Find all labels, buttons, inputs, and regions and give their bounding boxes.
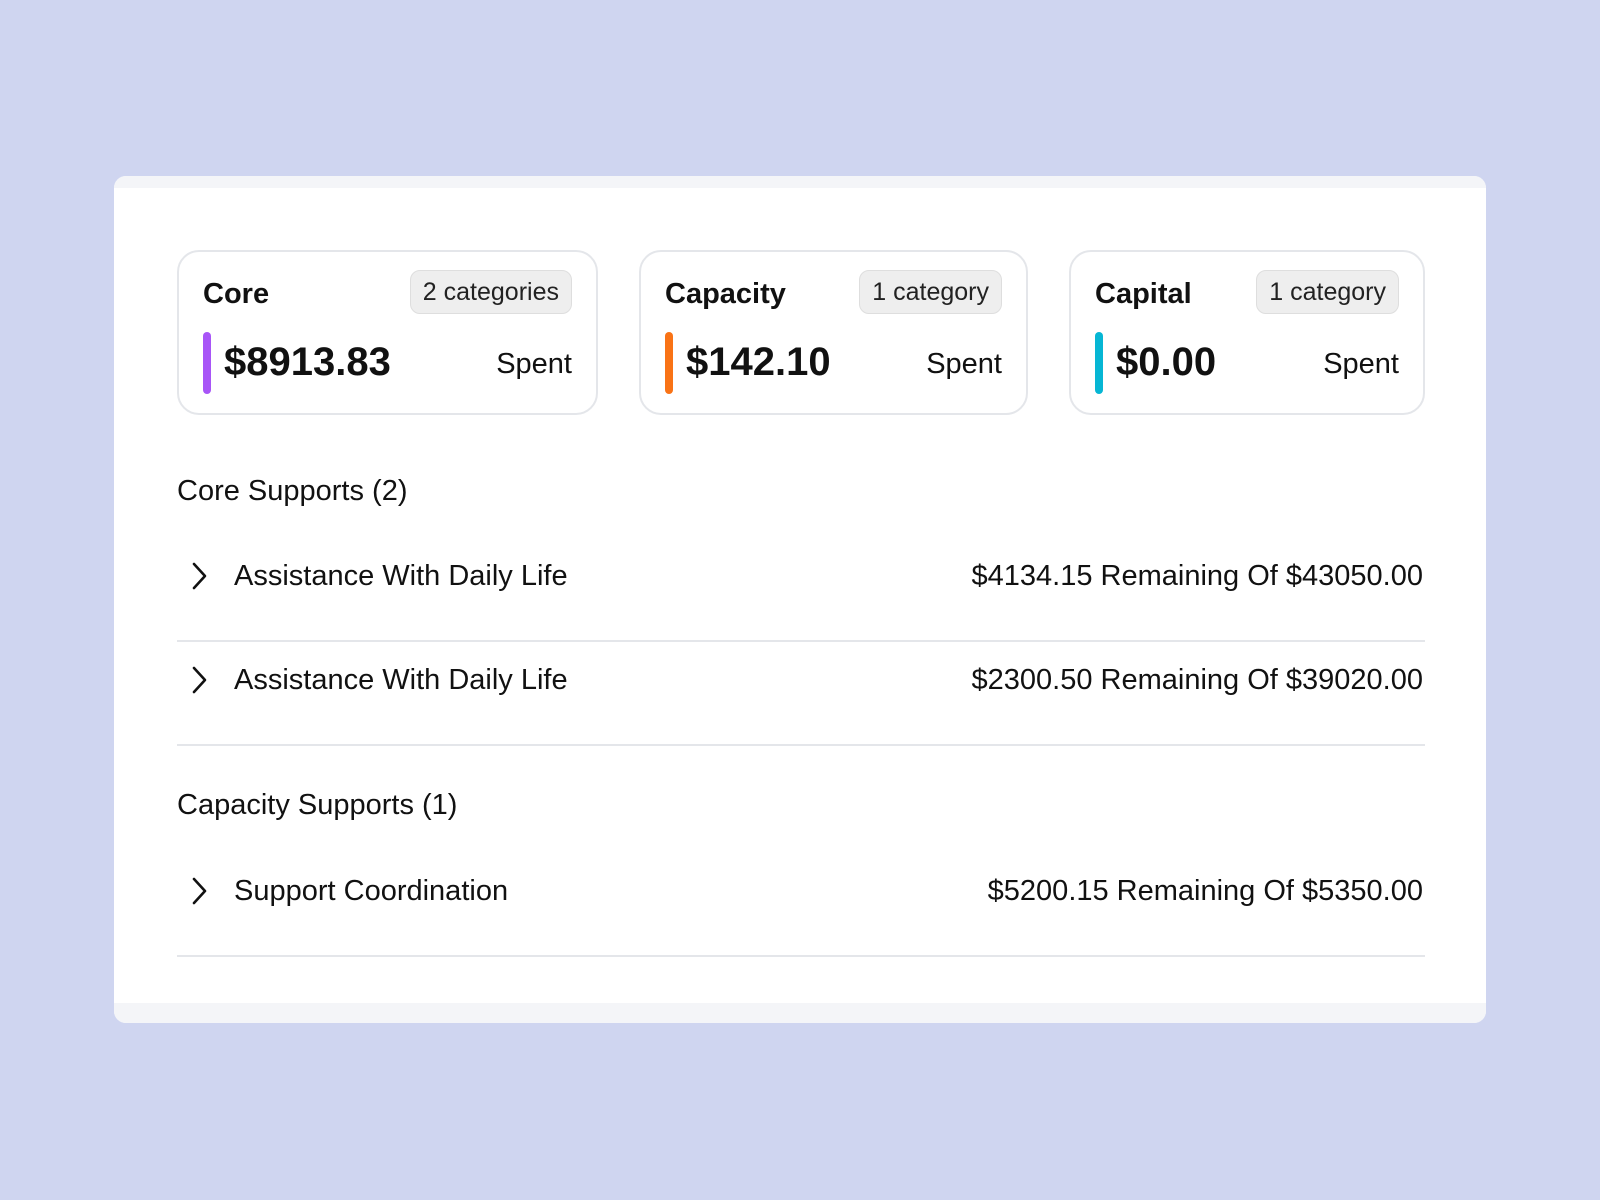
- category-count-badge: 1 category: [859, 270, 1002, 314]
- summary-card-capacity[interactable]: Capacity 1 category $142.10 Spent: [639, 250, 1028, 415]
- support-name: Assistance With Daily Life: [234, 664, 568, 696]
- category-count-badge: 2 categories: [409, 270, 572, 314]
- panel-top-edge: [114, 176, 1486, 188]
- chevron-right-icon[interactable]: [185, 873, 213, 909]
- summary-card-capital[interactable]: Capital 1 category $0.00 Spent: [1069, 250, 1425, 415]
- spent-amount: $0.00: [1116, 340, 1217, 384]
- category-count-badge: 1 category: [1256, 270, 1399, 314]
- section-title-capacity-supports: Capacity Supports (1): [177, 789, 458, 821]
- spent-label: Spent: [926, 348, 1002, 380]
- support-row[interactable]: Assistance With Daily Life $2300.50 Rema…: [177, 642, 1425, 746]
- spent-label: Spent: [496, 348, 572, 380]
- card-title: Capacity: [665, 278, 786, 310]
- remaining-amount: $4134.15 Remaining Of $43050.00: [971, 560, 1423, 592]
- panel-bottom-edge: [114, 1003, 1486, 1023]
- spent-amount: $8913.83: [224, 340, 391, 384]
- color-indicator-bar: [665, 332, 673, 394]
- support-row[interactable]: Assistance With Daily Life $4134.15 Rema…: [177, 538, 1425, 642]
- support-name: Support Coordination: [234, 875, 509, 907]
- color-indicator-bar: [203, 332, 211, 394]
- spent-amount: $142.10: [686, 340, 831, 384]
- chevron-right-icon[interactable]: [185, 662, 213, 698]
- support-row[interactable]: Support Coordination $5200.15 Remaining …: [177, 853, 1425, 957]
- card-title: Capital: [1095, 278, 1192, 310]
- remaining-amount: $5200.15 Remaining Of $5350.00: [987, 875, 1423, 907]
- spent-label: Spent: [1323, 348, 1399, 380]
- chevron-right-icon[interactable]: [185, 558, 213, 594]
- color-indicator-bar: [1095, 332, 1103, 394]
- summary-card-core[interactable]: Core 2 categories $8913.83 Spent: [177, 250, 598, 415]
- support-name: Assistance With Daily Life: [234, 560, 568, 592]
- card-title: Core: [203, 278, 270, 310]
- remaining-amount: $2300.50 Remaining Of $39020.00: [971, 664, 1423, 696]
- section-title-core-supports: Core Supports (2): [177, 475, 408, 507]
